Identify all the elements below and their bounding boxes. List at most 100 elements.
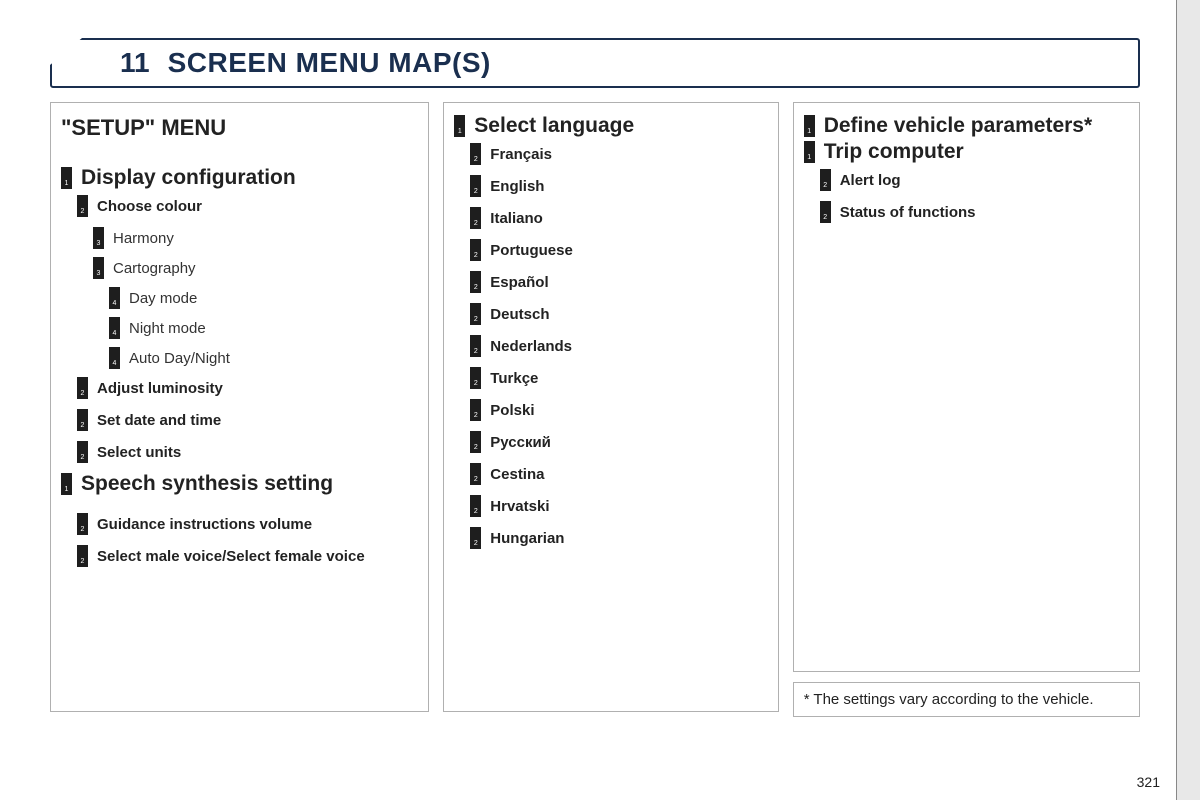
level-marker: 1	[454, 115, 465, 137]
label: Русский	[490, 431, 551, 450]
select-language-heading: 1 Select language	[454, 115, 767, 137]
label: Nederlands	[490, 335, 572, 354]
level-marker: 2	[77, 513, 88, 535]
voice-select-item: 2 Select male voice/Select female voice	[77, 545, 418, 567]
lang-cestina: 2 Cestina	[470, 463, 767, 485]
label: Cartography	[113, 257, 196, 276]
alert-log-item: 2 Alert log	[820, 169, 1129, 191]
label: Cestina	[490, 463, 544, 482]
level-marker: 2	[470, 175, 481, 197]
level-marker: 2	[470, 367, 481, 389]
trip-computer-heading: 1 Trip computer	[804, 141, 1129, 163]
label: Select male voice/Select female voice	[97, 545, 365, 564]
label: Day mode	[129, 287, 197, 306]
lang-deutsch: 2 Deutsch	[470, 303, 767, 325]
lang-portuguese: 2Portuguese	[470, 239, 767, 261]
lang-italiano: 2 Italiano	[470, 207, 767, 229]
level-marker: 2	[470, 431, 481, 453]
label: Speech synthesis setting	[81, 473, 333, 494]
cartography-item: 3 Cartography	[93, 257, 418, 279]
lang-hungarian: 2 Hungarian	[470, 527, 767, 549]
label: Choose colour	[97, 195, 202, 214]
label: Night mode	[129, 317, 206, 336]
label: English	[490, 175, 544, 194]
column-select-language: 1 Select language 2 Français 2 English 2 It…	[443, 102, 778, 712]
label: Harmony	[113, 227, 174, 246]
level-marker: 2	[470, 207, 481, 229]
label: Italiano	[490, 207, 543, 226]
lang-espanol: 2 Español	[470, 271, 767, 293]
level-marker: 2	[77, 409, 88, 431]
level-marker: 2	[470, 239, 481, 261]
adjust-luminosity-item: 2 Adjust luminosity	[77, 377, 418, 399]
label: Set date and time	[97, 409, 221, 428]
level-marker: 2	[470, 143, 481, 165]
label: Status of functions	[840, 201, 976, 220]
level-marker: 2	[470, 271, 481, 293]
lang-english: 2 English	[470, 175, 767, 197]
lang-hrvatski: 2 Hrvatski	[470, 495, 767, 517]
lang-nederlands: 2 Nederlands	[470, 335, 767, 357]
page-content: 11 SCREEN MENU MAP(S) "SETUP" MENU 1 Dis…	[0, 0, 1200, 717]
level-marker: 1	[61, 167, 72, 189]
night-mode-item: 4 Night mode	[109, 317, 418, 339]
level-marker: 4	[109, 317, 120, 339]
day-mode-item: 4 Day mode	[109, 287, 418, 309]
level-marker: 3	[93, 257, 104, 279]
label: Polski	[490, 399, 534, 418]
columns: "SETUP" MENU 1 Display configuration 2 C…	[50, 102, 1140, 717]
lang-russian: 2 Русский	[470, 431, 767, 453]
level-marker: 2	[77, 441, 88, 463]
label: Select units	[97, 441, 181, 460]
level-marker: 1	[61, 473, 72, 495]
define-vehicle-params-heading: 1 Define vehicle parameters*	[804, 115, 1129, 137]
level-marker: 2	[820, 201, 831, 223]
level-marker: 2	[470, 335, 481, 357]
level-marker: 1	[804, 115, 815, 137]
label: Deutsch	[490, 303, 549, 322]
level-marker: 2	[470, 495, 481, 517]
set-date-time-item: 2 Set date and time	[77, 409, 418, 431]
auto-day-night-item: 4 Auto Day/Night	[109, 347, 418, 369]
column-setup-menu: "SETUP" MENU 1 Display configuration 2 C…	[50, 102, 429, 712]
label: Español	[490, 271, 548, 290]
level-marker: 3	[93, 227, 104, 249]
label: Auto Day/Night	[129, 347, 230, 366]
column-vehicle-trip: 1 Define vehicle parameters* 1 Trip comp…	[793, 102, 1140, 717]
status-of-functions-item: 2 Status of functions	[820, 201, 1129, 223]
chapter-header: 11 SCREEN MENU MAP(S)	[50, 38, 1140, 88]
label: Hungarian	[490, 527, 564, 546]
lang-polski: 2 Polski	[470, 399, 767, 421]
guidance-volume-item: 2 Guidance instructions volume	[77, 513, 418, 535]
harmony-item: 3 Harmony	[93, 227, 418, 249]
level-marker: 2	[470, 463, 481, 485]
level-marker: 4	[109, 347, 120, 369]
choose-colour-item: 2 Choose colour	[77, 195, 418, 217]
chapter-title: SCREEN MENU MAP(S)	[168, 47, 491, 79]
label: Define vehicle parameters*	[824, 115, 1092, 136]
level-marker: 2	[470, 303, 481, 325]
label: Trip computer	[824, 141, 964, 162]
label: Guidance instructions volume	[97, 513, 312, 532]
level-marker: 2	[470, 399, 481, 421]
label: Alert log	[840, 169, 901, 188]
footnote: * The settings vary according to the veh…	[793, 682, 1140, 717]
label: Select language	[474, 115, 634, 136]
level-marker: 2	[77, 195, 88, 217]
label: Hrvatski	[490, 495, 549, 514]
speech-synthesis-heading: 1 Speech synthesis setting	[61, 473, 418, 495]
label: Français	[490, 143, 552, 162]
setup-menu-title: "SETUP" MENU	[61, 115, 418, 141]
lang-turkce: 2 Turkçe	[470, 367, 767, 389]
level-marker: 1	[804, 141, 815, 163]
level-marker: 2	[820, 169, 831, 191]
level-marker: 4	[109, 287, 120, 309]
level-marker: 2	[470, 527, 481, 549]
page-edge	[1176, 0, 1200, 800]
chapter-number: 11	[120, 47, 150, 79]
level-marker: 2	[77, 545, 88, 567]
label: Adjust luminosity	[97, 377, 223, 396]
select-units-item: 2 Select units	[77, 441, 418, 463]
page-number: 321	[1137, 774, 1160, 790]
label: Turkçe	[490, 367, 538, 386]
